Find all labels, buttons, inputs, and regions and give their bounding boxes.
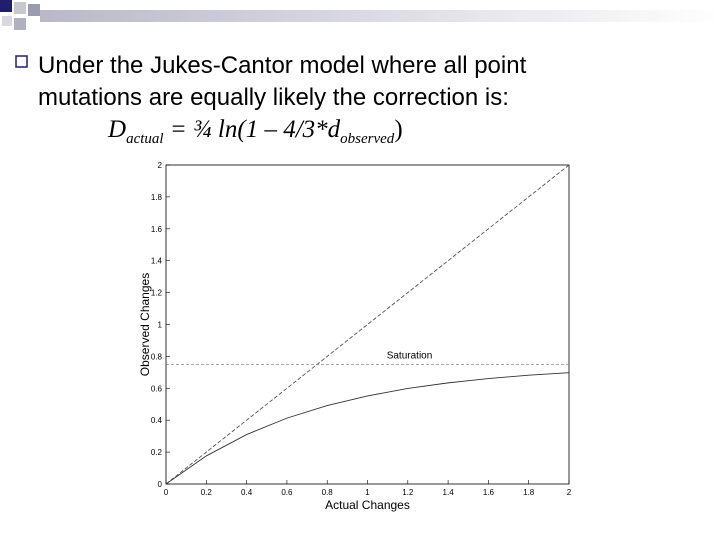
series-line	[165, 164, 570, 485]
square	[0, 0, 12, 12]
x-tick-label: 0	[164, 488, 169, 497]
formula-part: observed	[340, 131, 395, 147]
formula-part: D	[108, 116, 127, 143]
x-tick-label: 0.8	[322, 488, 334, 497]
x-tick-label: 1.2	[402, 488, 414, 497]
plot-frame	[165, 164, 570, 485]
y-axis-label: Observed Changes	[138, 273, 152, 376]
x-tick-label: 0.4	[241, 488, 253, 497]
x-tick-label: 1.4	[443, 488, 455, 497]
y-tick-label: 0.4	[151, 416, 163, 425]
y-tick-label: 0	[158, 480, 163, 489]
y-tick-label: 0.8	[151, 352, 163, 361]
formula-part: )	[394, 116, 403, 143]
top-bar	[40, 10, 720, 22]
x-tick-label: 0.2	[201, 488, 213, 497]
annotation: Saturation	[387, 350, 433, 361]
x-tick-label: 1	[365, 488, 370, 497]
text-line: mutations are equally likely the correct…	[38, 84, 509, 111]
text-line: Under the Jukes-Cantor model where all p…	[38, 52, 527, 79]
x-tick-label: 1.8	[523, 488, 535, 497]
x-tick-label: 2	[567, 488, 572, 497]
y-tick-label: 0.2	[151, 448, 163, 457]
formula-part: = ¾ ln(1 – 4/3*d	[163, 116, 341, 143]
formula: Dactual = ¾ ln(1 – 4/3*dobserved)	[108, 116, 403, 148]
square	[28, 4, 40, 16]
y-tick-label: 1.4	[151, 257, 163, 266]
formula-part: actual	[126, 131, 164, 147]
square	[14, 18, 26, 30]
square	[14, 2, 26, 14]
y-tick-label: 1.6	[151, 225, 163, 234]
square	[2, 16, 12, 26]
y-tick-label: 1.8	[151, 193, 163, 202]
y-tick-label: 1.2	[151, 289, 163, 298]
x-axis-label: Actual Changes	[325, 498, 410, 512]
x-tick-label: 0.6	[281, 488, 293, 497]
y-tick-label: 0.6	[151, 384, 163, 393]
y-tick-label: 1	[158, 321, 163, 330]
series-line	[165, 372, 570, 485]
bullet	[15, 55, 28, 68]
y-tick-label: 2	[158, 161, 163, 170]
x-tick-label: 1.6	[483, 488, 495, 497]
